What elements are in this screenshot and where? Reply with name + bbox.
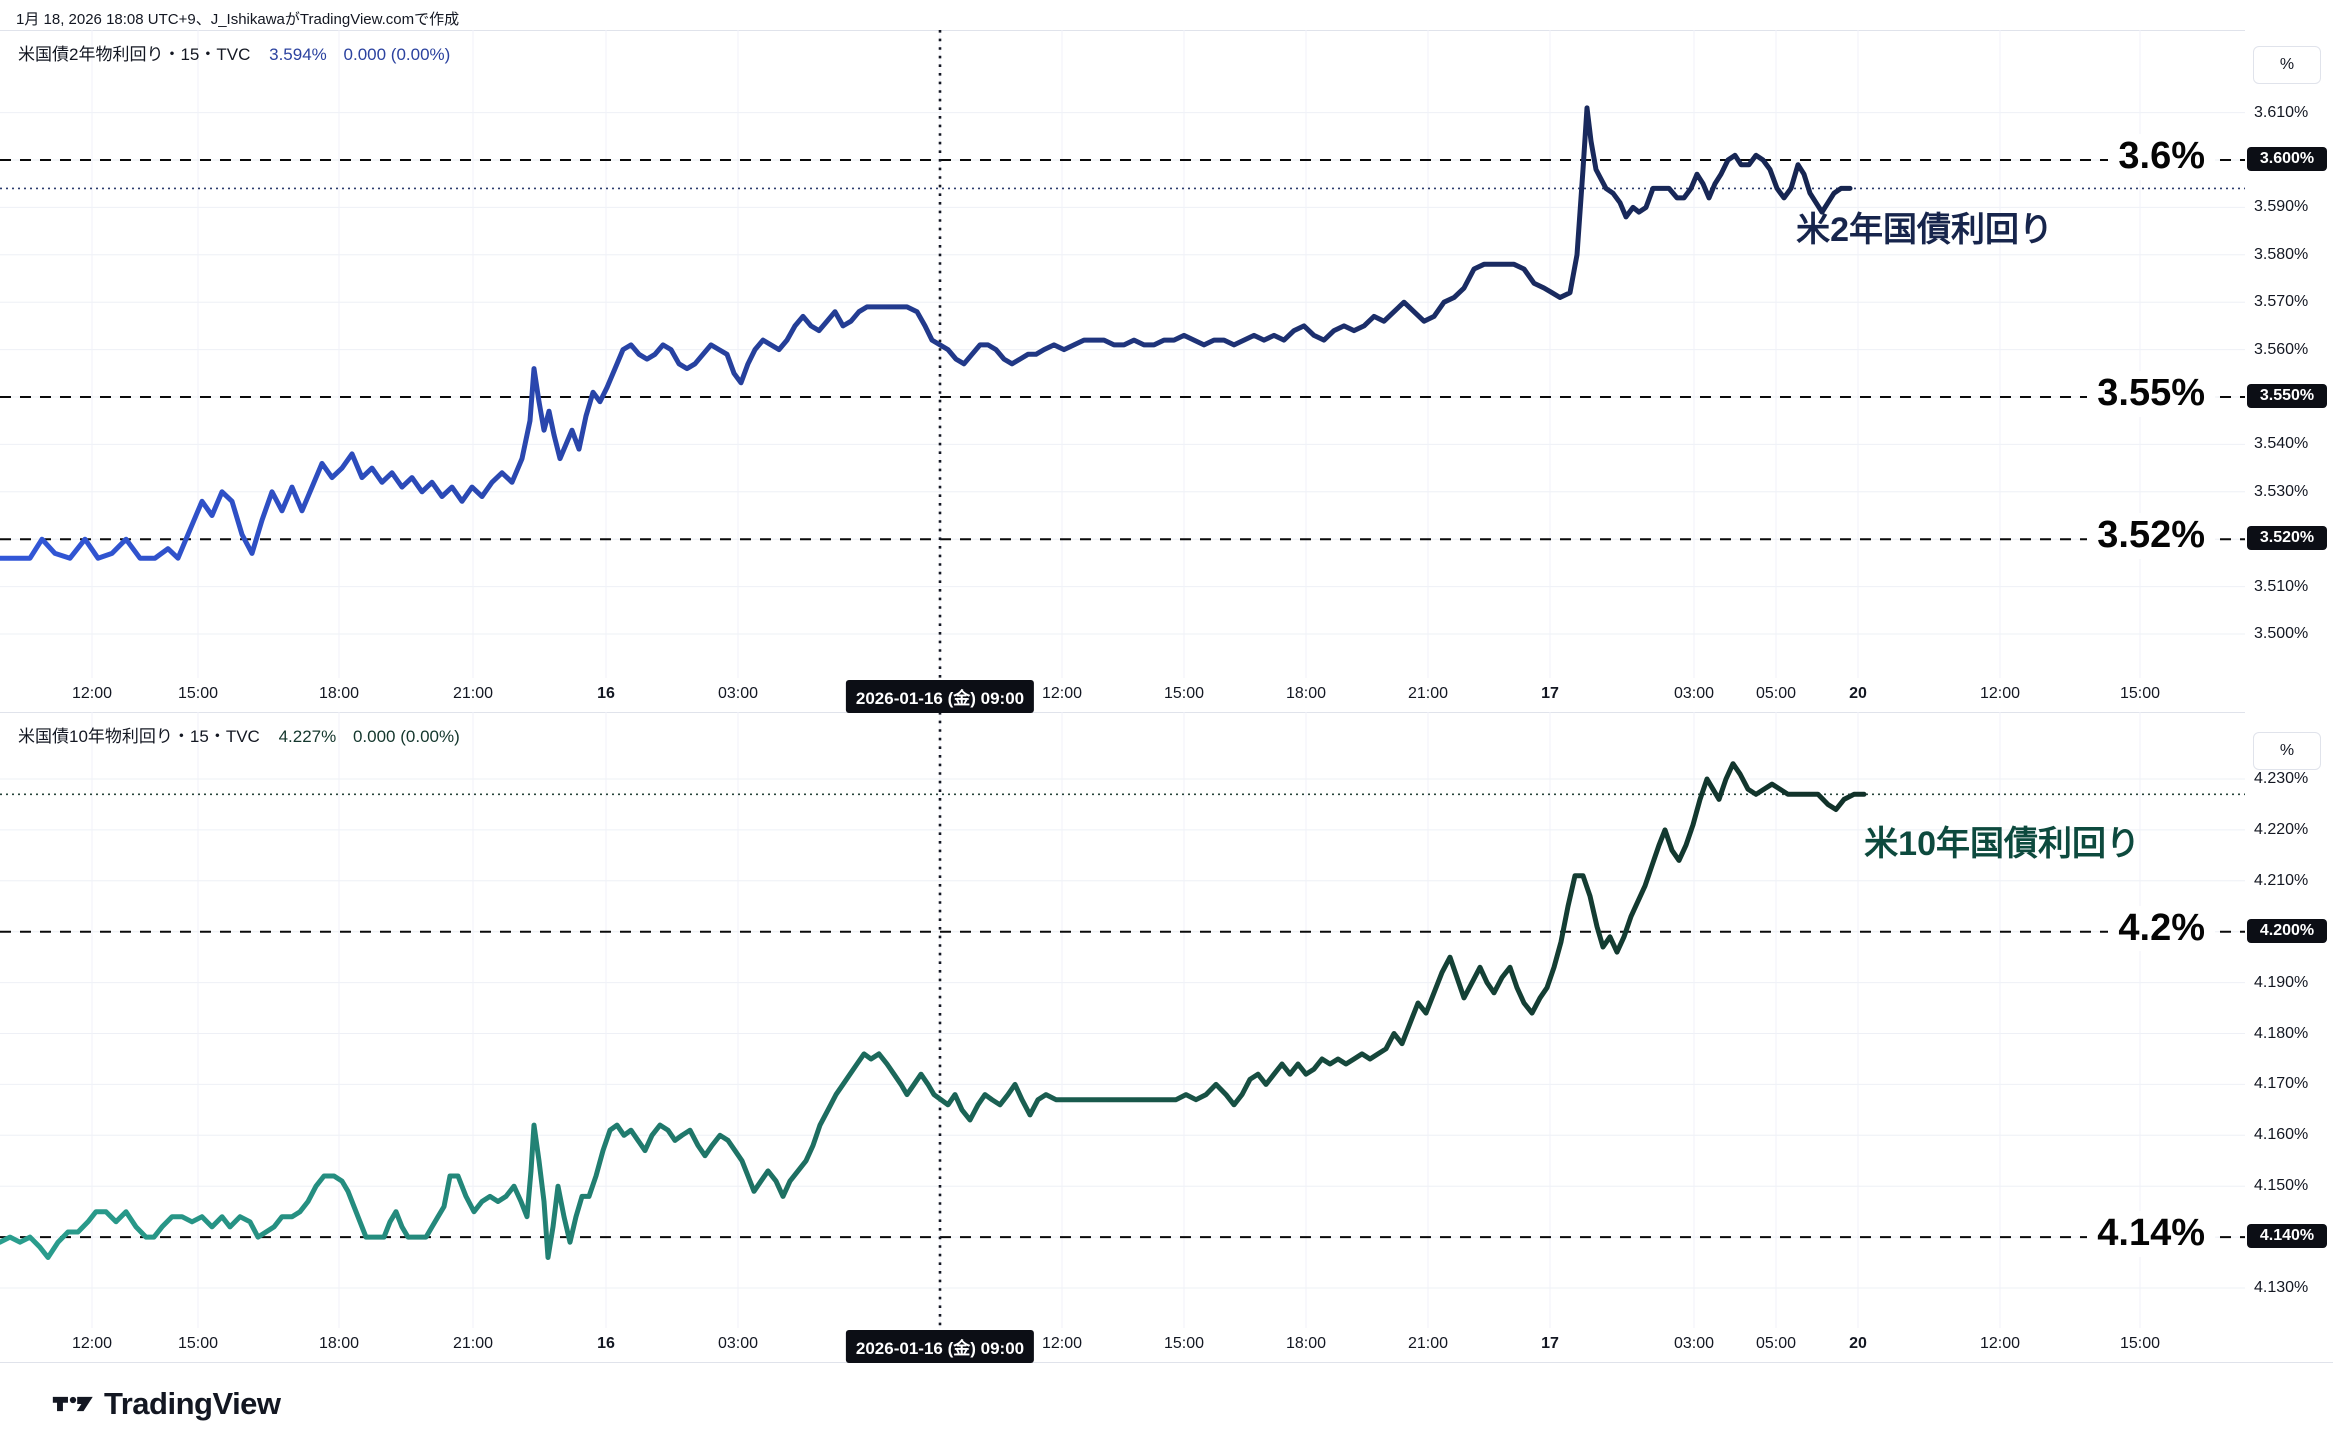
price-tick-label: 4.180%	[2254, 1024, 2309, 1042]
price-badge: 4.200%	[2247, 918, 2327, 943]
price-tick-label: 3.580%	[2254, 245, 2309, 263]
level-label: 3.52%	[2087, 513, 2215, 559]
time-tick-label: 21:00	[452, 1335, 494, 1352]
price-tick-label: 4.150%	[2254, 1177, 2309, 1195]
time-tick-label: 18:00	[1285, 685, 1327, 702]
legend-value-10y: 4.227%	[278, 727, 337, 746]
session-date-badge: 2026-01-16 (金) 09:00	[845, 680, 1035, 713]
time-tick-label: 21:00	[452, 685, 494, 702]
chart-pane-10y[interactable]: 米国債10年物利回り・15・TVC 4.227% 0.000 (0.00%) 米…	[0, 712, 2333, 1328]
level-label: 3.55%	[2087, 371, 2215, 417]
price-tick-label: 3.530%	[2254, 482, 2309, 500]
time-tick-label: 15:00	[1163, 1335, 1205, 1352]
tradingview-logo[interactable]: TradingView	[52, 1385, 281, 1423]
time-tick-label: 12:00	[1041, 1335, 1083, 1352]
price-tick-label: 3.500%	[2254, 625, 2309, 642]
price-badge: 3.550%	[2247, 384, 2327, 408]
price-tick-label: 4.210%	[2254, 871, 2309, 889]
time-tick-label: 12:00	[71, 685, 113, 702]
time-tick-label: 18:00	[1285, 1335, 1327, 1352]
price-badge: 3.520%	[2247, 526, 2327, 551]
series-annotation-2y: 米2年国債利回り	[1796, 211, 2053, 249]
price-tick-label: 3.560%	[2254, 340, 2309, 358]
legend-2y[interactable]: 米国債2年物利回り・15・TVC 3.594% 0.000 (0.00%)	[18, 40, 450, 65]
yield-line-series[interactable]	[0, 761, 1867, 1260]
price-tick-label: 4.160%	[2254, 1126, 2309, 1144]
time-scale-2y[interactable]: 12:00 15:00 18:00 21:00 16 03:00 2026-01-16 (金…	[0, 678, 2333, 713]
time-tick-label: 15:00	[177, 685, 219, 702]
level-label: 3.6%	[2108, 134, 2215, 180]
time-tick-label: 21:00	[1407, 685, 1449, 702]
level-label: 4.14%	[2087, 1211, 2215, 1257]
price-chart-2y[interactable]	[0, 30, 2245, 678]
price-tick-label: 3.590%	[2254, 198, 2309, 216]
price-tick-label: 3.570%	[2254, 293, 2309, 311]
creation-caption: 1月 18, 2026 18:08 UTC+9、J_IshikawaがTradi…	[16, 11, 460, 28]
price-scale-10y[interactable]: % 4.230% 4.220% 4.210% 4.200% 4.190% 4.180% 4.…	[2245, 712, 2333, 1328]
time-tick-label: 18:00	[318, 685, 360, 702]
time-tick-label: 16	[597, 1335, 615, 1352]
panel-divider	[0, 1362, 2333, 1363]
time-tick-label: 05:00	[1755, 1335, 1797, 1352]
chart-pane-2y[interactable]: 米国債2年物利回り・15・TVC 3.594% 0.000 (0.00%) 米2…	[0, 30, 2333, 678]
time-tick-label: 12:00	[1979, 1335, 2021, 1352]
price-tick-label: 4.130%	[2254, 1279, 2309, 1296]
time-tick-label: 03:00	[717, 1335, 759, 1352]
panel-divider	[0, 30, 2333, 31]
legend-title-10y[interactable]: 米国債10年物利回り・15・TVC	[18, 727, 260, 746]
time-tick-label: 21:00	[1407, 1335, 1449, 1352]
level-label: 4.2%	[2108, 905, 2215, 952]
time-tick-label: 18:00	[318, 1335, 360, 1352]
time-tick-label: 03:00	[1673, 685, 1715, 702]
session-date-badge: 2026-01-16 (金) 09:00	[845, 1330, 1035, 1363]
price-tick-label: 4.220%	[2254, 820, 2309, 838]
time-tick-label: 15:00	[2119, 685, 2161, 702]
time-tick-label: 12:00	[71, 1335, 113, 1352]
time-tick-label: 03:00	[717, 685, 759, 702]
legend-change-2y: 0.000 (0.00%)	[343, 45, 451, 64]
price-tick-label: 4.230%	[2254, 770, 2309, 787]
price-scale-2y[interactable]: % 3.610% 3.600% 3.590% 3.580% 3.570% 3.560% 3.…	[2245, 30, 2333, 678]
time-tick-label: 12:00	[1041, 685, 1083, 702]
yield-line-series[interactable]	[0, 105, 1853, 561]
price-badge: 3.600%	[2247, 147, 2327, 171]
series-annotation-10y: 米10年国債利回り	[1864, 825, 2140, 863]
legend-title-2y[interactable]: 米国債2年物利回り・15・TVC	[18, 45, 251, 64]
time-scale-10y[interactable]: 12:00 15:00 18:00 21:00 16 03:00 2026-01-16 (金…	[0, 1328, 2333, 1363]
price-tick-label: 3.540%	[2254, 435, 2309, 453]
time-tick-label: 17	[1541, 685, 1559, 702]
legend-value-2y: 3.594%	[269, 45, 327, 64]
legend-change-10y: 0.000 (0.00%)	[352, 727, 460, 746]
price-chart-10y[interactable]	[0, 712, 2245, 1328]
price-tick-label: 3.510%	[2254, 577, 2309, 595]
time-tick-label: 12:00	[1979, 685, 2021, 702]
unit-button-10y[interactable]: %	[2253, 732, 2321, 770]
tradingview-logo-text: TradingView	[104, 1386, 281, 1421]
time-tick-label: 20	[1849, 1335, 1867, 1352]
legend-10y[interactable]: 米国債10年物利回り・15・TVC 4.227% 0.000 (0.00%)	[18, 722, 460, 747]
panel-divider	[0, 712, 2333, 713]
tradingview-logo-icon	[52, 1396, 93, 1412]
time-tick-label: 15:00	[1163, 685, 1205, 702]
time-tick-label: 15:00	[2119, 1335, 2161, 1352]
time-tick-label: 15:00	[177, 1335, 219, 1352]
unit-button-2y[interactable]: %	[2253, 46, 2321, 84]
time-tick-label: 16	[597, 685, 615, 702]
time-tick-label: 20	[1849, 685, 1867, 702]
time-tick-label: 03:00	[1673, 1335, 1715, 1352]
price-tick-label: 4.170%	[2254, 1075, 2309, 1093]
price-tick-label: 3.610%	[2254, 103, 2309, 121]
price-badge: 4.140%	[2247, 1224, 2327, 1249]
time-tick-label: 05:00	[1755, 685, 1797, 702]
time-tick-label: 17	[1541, 1335, 1559, 1352]
price-tick-label: 4.190%	[2254, 973, 2309, 991]
